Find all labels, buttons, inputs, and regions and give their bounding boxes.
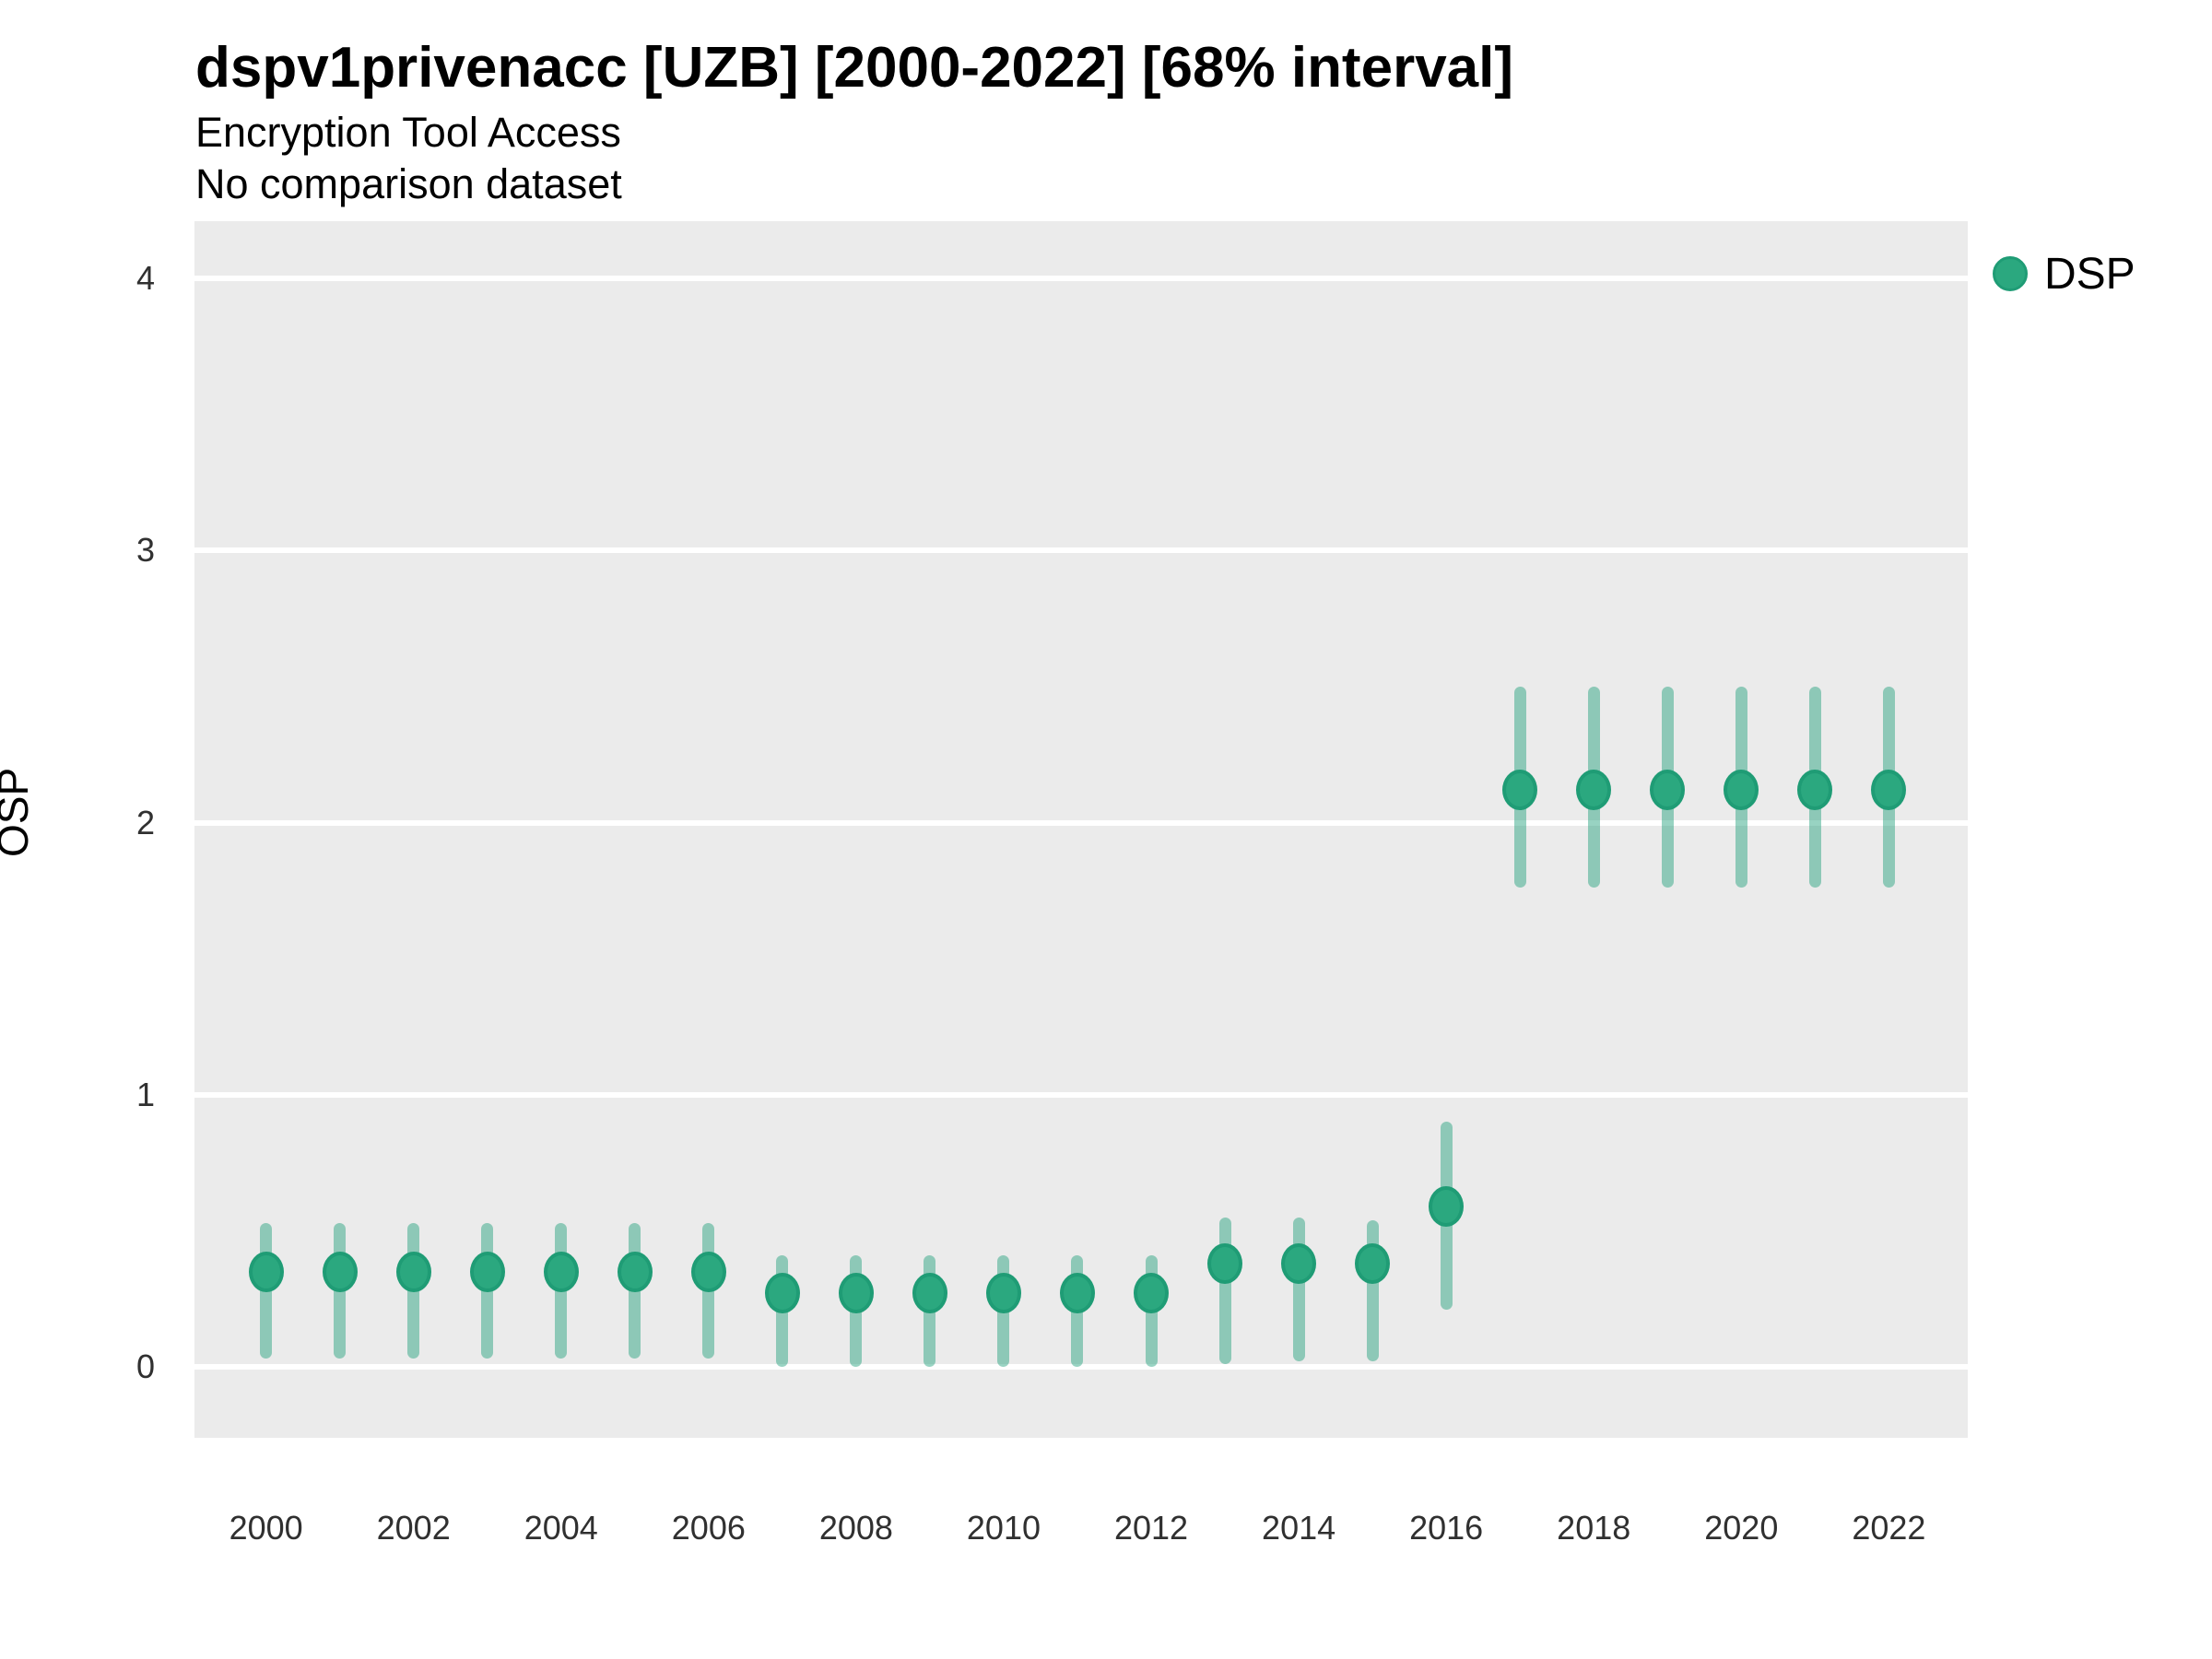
x-tick-label: 2012	[1113, 1509, 1189, 1547]
gridline-y-3	[194, 547, 1968, 554]
x-tick-label: 2002	[376, 1509, 451, 1547]
y-tick-label: 0	[135, 1347, 155, 1386]
gridline-y-2	[194, 819, 1968, 826]
data-point-2020	[1724, 770, 1759, 811]
x-tick-label: 2020	[1704, 1509, 1779, 1547]
data-point-2014	[1281, 1243, 1317, 1284]
y-tick-label: 1	[135, 1075, 155, 1113]
data-point-2016	[1429, 1185, 1465, 1227]
gridline-y-4	[194, 276, 1968, 281]
y-axis-title: OSP	[0, 767, 37, 857]
interval-bar-2013	[1218, 1217, 1231, 1365]
data-point-2005	[617, 1251, 653, 1292]
data-point-2022	[1871, 770, 1907, 811]
data-point-2009	[912, 1273, 947, 1314]
x-tick-label: 2016	[1409, 1509, 1484, 1547]
legend-label: DSP	[2044, 250, 2136, 299]
x-tick-label: 2004	[524, 1509, 598, 1547]
interval-bar-2015	[1366, 1219, 1379, 1362]
legend-point-icon	[1993, 256, 2028, 291]
gridline-y-1	[194, 1091, 1968, 1098]
data-point-2007	[764, 1273, 800, 1314]
data-point-2004	[543, 1251, 579, 1292]
gridline-y-0	[194, 1364, 1968, 1371]
data-point-2000	[248, 1251, 284, 1292]
legend: DSP	[1987, 251, 2208, 306]
chart-subtitle: Encryption Tool Access	[195, 109, 621, 156]
x-tick-label: 2006	[671, 1509, 746, 1547]
y-tick-label: 3	[135, 531, 155, 570]
data-point-2006	[690, 1251, 726, 1292]
x-tick-label: 2000	[229, 1509, 303, 1547]
plot-panel	[194, 221, 1968, 1438]
y-tick-label: 2	[135, 803, 155, 841]
data-point-2010	[985, 1273, 1021, 1314]
x-tick-label: 2014	[1262, 1509, 1336, 1547]
chart-title: dspv1privenacc [UZB] [2000-2022] [68% in…	[195, 36, 1514, 100]
data-point-2015	[1355, 1243, 1391, 1284]
data-point-2011	[1059, 1273, 1095, 1314]
data-point-2003	[469, 1251, 505, 1292]
data-point-2021	[1797, 770, 1833, 811]
x-tick-label: 2008	[818, 1509, 893, 1547]
y-tick-label: 4	[135, 259, 155, 297]
data-point-2001	[322, 1251, 358, 1292]
x-tick-label: 2018	[1557, 1509, 1631, 1547]
interval-bar-2014	[1292, 1217, 1305, 1362]
data-point-2008	[838, 1273, 874, 1314]
data-point-2012	[1134, 1273, 1170, 1314]
data-point-2019	[1650, 770, 1686, 811]
data-point-2002	[395, 1251, 431, 1292]
data-point-2018	[1576, 770, 1612, 811]
data-point-2013	[1207, 1243, 1243, 1284]
chart-note: No comparison dataset	[195, 160, 622, 207]
data-point-2017	[1502, 770, 1538, 811]
x-tick-label: 2010	[966, 1509, 1041, 1547]
x-tick-label: 2022	[1852, 1509, 1926, 1547]
